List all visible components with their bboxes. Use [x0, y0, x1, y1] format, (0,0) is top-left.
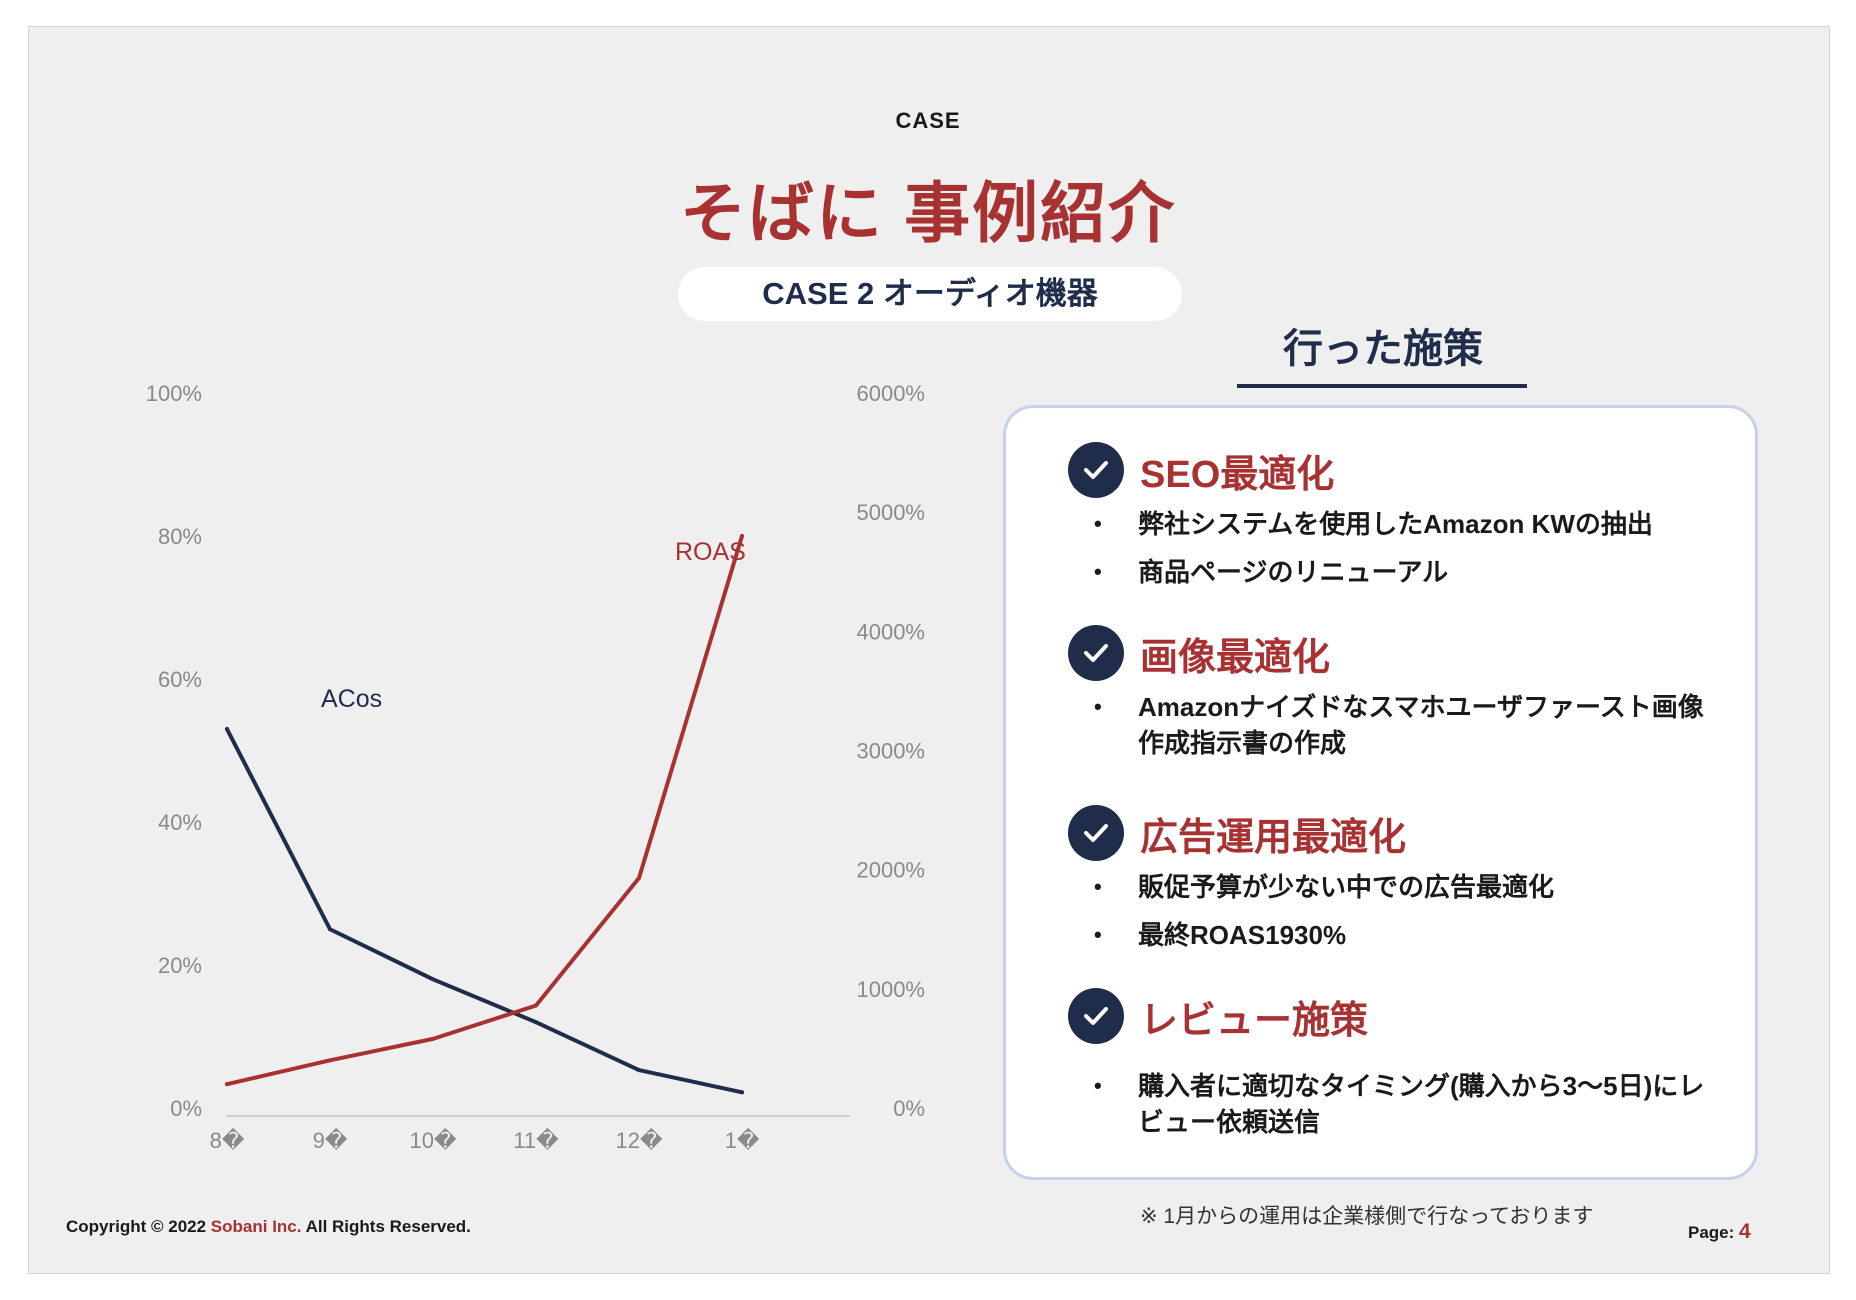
x-tick-label: 12�: [615, 1127, 662, 1153]
data-point-acos: [637, 1068, 641, 1073]
y-left-tick-label: 0%: [170, 1096, 202, 1121]
x-tick-label: 1�: [725, 1127, 760, 1153]
brand-name: Sobani Inc.: [210, 1217, 302, 1236]
data-point-roas: [328, 1058, 332, 1063]
x-tick-label: 9�: [313, 1127, 348, 1153]
check-circle-icon: [1068, 805, 1124, 861]
y-left-tick-label: 80%: [158, 524, 202, 549]
case-label: CASE: [895, 108, 961, 133]
series-line-acos: [225, 727, 744, 1095]
page-number-value: 4: [1739, 1220, 1751, 1243]
section-title: レビュー施策: [1140, 999, 1369, 1042]
bullet-item: 弊社システムを使用したAmazon KWの抽出: [1068, 506, 1653, 542]
copyright-suffix: All Rights Reserved.: [301, 1217, 471, 1236]
series-label-acos: ACos: [321, 685, 382, 713]
data-point-roas: [740, 534, 744, 538]
x-tick-label: 10�: [409, 1127, 456, 1153]
y-right-tick-label: 2000%: [856, 858, 925, 883]
y-left-tick-label: 40%: [158, 810, 202, 835]
y-left-tick-label: 60%: [158, 667, 202, 692]
data-point-acos: [225, 727, 229, 732]
bullet-item: Amazonナイズドなスマホユーザファースト画像作成指示書の作成: [1068, 689, 1718, 761]
data-point-roas: [431, 1036, 435, 1041]
acos-roas-chart: 0% 20% 40% 60% 80% 100% 0% 1000% 2000% 3000% 4000%…: [146, 381, 925, 1153]
data-point-acos: [740, 1090, 744, 1095]
data-point-acos: [534, 1020, 538, 1025]
section-title: 広告運用最適化: [1140, 816, 1407, 859]
copyright: Copyright © 2022 Sobani Inc. All Rights …: [66, 1217, 471, 1237]
data-point-roas: [637, 876, 641, 881]
section-review: レビュー施策 購入者に適切なタイミング(購入から3〜5日)にレビュー依頼送信: [1068, 988, 1718, 1152]
series-label-roas: ROAS: [675, 538, 746, 566]
bullet-item: 購入者に適切なタイミング(購入から3〜5日)にレビュー依頼送信: [1068, 1068, 1718, 1140]
data-point-roas: [225, 1082, 229, 1087]
data-point-roas: [534, 1003, 538, 1008]
bullet-item: 最終ROAS1930%: [1068, 917, 1554, 953]
section-ads: 広告運用最適化 販促予算が少ない中での広告最適化 最終ROAS1930%: [1068, 805, 1554, 965]
section-title: SEO最適化: [1140, 453, 1335, 496]
data-point-acos: [431, 977, 435, 982]
y-right-tick-label: 5000%: [856, 500, 925, 525]
case-pill: CASE 2 オーディオ機器: [678, 267, 1182, 321]
y-right-tick-label: 3000%: [856, 739, 925, 764]
section-seo: SEO最適化 弊社システムを使用したAmazon KWの抽出 商品ページのリニュ…: [1068, 442, 1653, 602]
data-point-acos: [328, 927, 332, 932]
check-circle-icon: [1068, 988, 1124, 1044]
series-line-roas: [225, 534, 744, 1087]
y-left-tick-label: 20%: [158, 953, 202, 978]
measures-underline: [1237, 384, 1527, 388]
x-tick-label: 11�: [513, 1127, 559, 1153]
page-title: そばに 事例紹介: [679, 176, 1177, 250]
copyright-prefix: Copyright © 2022: [66, 1217, 211, 1236]
x-tick-label: 8�: [210, 1127, 245, 1153]
y-right-tick-label: 1000%: [856, 977, 925, 1002]
bullet-item: 商品ページのリニューアル: [1068, 554, 1653, 590]
page-number: Page: 4: [1688, 1220, 1751, 1244]
check-circle-icon: [1068, 442, 1124, 498]
measures-title: 行った施策: [1283, 327, 1483, 371]
section-title: 画像最適化: [1140, 636, 1331, 679]
section-image: 画像最適化 Amazonナイズドなスマホユーザファースト画像作成指示書の作成: [1068, 625, 1718, 773]
y-left-tick-label: 100%: [146, 381, 202, 406]
check-circle-icon: [1068, 625, 1124, 681]
y-right-tick-label: 4000%: [856, 619, 925, 644]
y-right-tick-label: 0%: [893, 1096, 925, 1121]
operation-note: ※ 1月からの運用は企業様側で行なっております: [1140, 1205, 1594, 1228]
y-right-tick-label: 6000%: [856, 381, 925, 406]
page-label: Page:: [1688, 1223, 1735, 1242]
measures-panel: SEO最適化 弊社システムを使用したAmazon KWの抽出 商品ページのリニュ…: [1003, 405, 1758, 1180]
bullet-item: 販促予算が少ない中での広告最適化: [1068, 869, 1554, 905]
